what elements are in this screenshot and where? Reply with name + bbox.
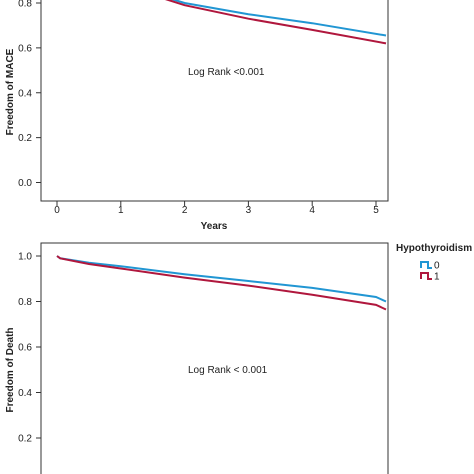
legend-label: 0 bbox=[434, 261, 440, 272]
y-tick-label: 0.6 bbox=[18, 43, 32, 54]
y-tick-label: 0.0 bbox=[18, 178, 32, 189]
y-tick-label: 0.8 bbox=[18, 297, 32, 308]
death-curves bbox=[56, 255, 387, 311]
legend-swatch bbox=[420, 261, 432, 269]
mace-x-axis-label: Years bbox=[201, 221, 228, 232]
death-axis-frame bbox=[40, 242, 389, 474]
survival-curve-group-0 bbox=[171, 0, 387, 37]
x-tick-label: 0 bbox=[54, 205, 60, 216]
y-tick-label: 0.4 bbox=[18, 388, 32, 399]
death-y-axis: 0.2 0.4 0.6 0.8 1.0 bbox=[18, 252, 41, 445]
mace-panel: 0.0 0.2 0.4 0.6 0.8 0 1 2 3 4 5 Log Rank <0.001 Y… bbox=[5, 0, 389, 232]
x-tick-label: 5 bbox=[373, 205, 379, 216]
x-tick-label: 1 bbox=[118, 205, 124, 216]
y-tick-label: 0.2 bbox=[18, 434, 32, 445]
y-tick-label: 0.4 bbox=[18, 88, 32, 99]
x-tick-label: 2 bbox=[182, 205, 188, 216]
mace-y-axis-label: Freedom of MACE bbox=[5, 48, 16, 135]
mace-y-axis: 0.0 0.2 0.4 0.6 0.8 bbox=[18, 0, 41, 189]
y-tick-label: 0.2 bbox=[18, 133, 32, 144]
y-tick-label: 0.8 bbox=[18, 0, 32, 10]
survival-curve-group-0 bbox=[56, 255, 387, 303]
mace-log-rank-annotation: Log Rank <0.001 bbox=[188, 67, 265, 78]
mace-curves bbox=[164, 0, 387, 45]
x-tick-label: 3 bbox=[246, 205, 252, 216]
mace-x-axis: 0 1 2 3 4 5 bbox=[54, 201, 379, 216]
y-tick-label: 0.6 bbox=[18, 343, 32, 354]
x-tick-label: 4 bbox=[309, 205, 315, 216]
survival-curve-group-1 bbox=[56, 255, 387, 311]
legend: Hypothyroidism 01 bbox=[396, 243, 472, 283]
y-tick-label: 1.0 bbox=[18, 252, 32, 263]
legend-title: Hypothyroidism bbox=[396, 243, 472, 254]
mace-axis-frame bbox=[40, 0, 389, 202]
death-panel: 0.2 0.4 0.6 0.8 1.0 Log Rank < 0.001 Freedom… bbox=[5, 242, 389, 474]
survival-curve-group-1 bbox=[164, 0, 387, 45]
death-log-rank-annotation: Log Rank < 0.001 bbox=[188, 365, 268, 376]
legend-label: 1 bbox=[434, 272, 440, 283]
death-y-axis-label: Freedom of Death bbox=[5, 327, 16, 412]
legend-swatch bbox=[420, 272, 432, 280]
